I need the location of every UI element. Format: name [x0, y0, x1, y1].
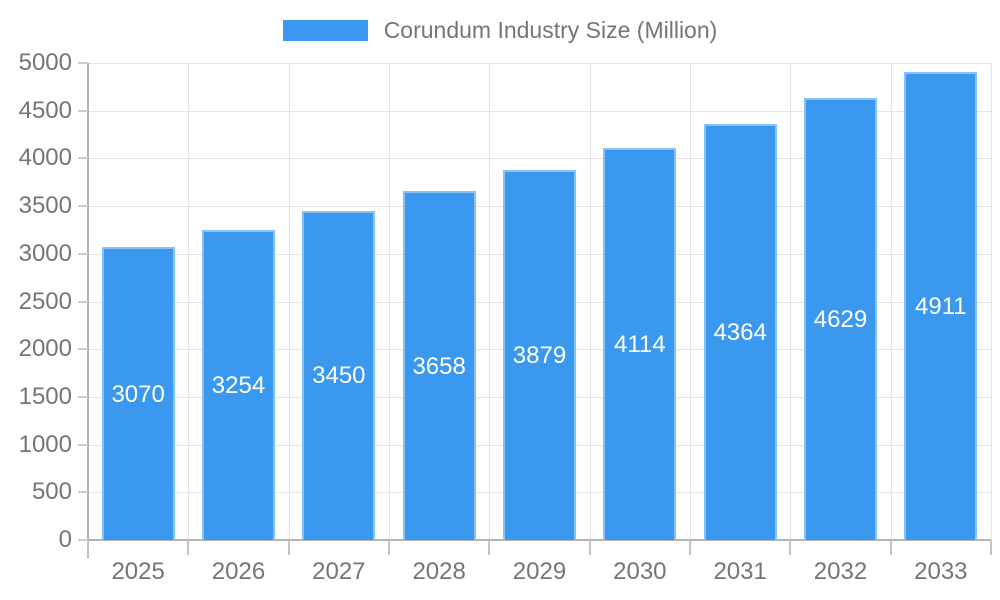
y-axis-tick-label: 3000	[18, 239, 72, 267]
y-axis-tick-label: 2500	[18, 287, 72, 315]
gridline-horizontal	[88, 63, 991, 64]
bar-value-label: 4911	[915, 292, 967, 320]
bar-value-label: 3879	[512, 341, 567, 369]
bar[interactable]: 4114	[603, 147, 677, 540]
x-axis-category-label: 2029	[512, 558, 567, 585]
y-axis-tick	[78, 109, 88, 112]
y-axis-tick-label: 1500	[18, 382, 72, 410]
bar[interactable]: 3070	[101, 247, 175, 540]
x-axis-line	[88, 539, 991, 541]
gridline-vertical	[991, 63, 992, 540]
y-axis-tick	[78, 205, 88, 208]
gridline-vertical	[188, 63, 190, 540]
bar-value-label: 4114	[614, 330, 666, 358]
bar[interactable]: 4911	[904, 71, 978, 540]
bar-value-label: 4364	[713, 318, 767, 346]
y-axis-tick	[78, 252, 88, 255]
gridline-vertical	[589, 63, 591, 540]
y-axis-tick-label: 2000	[18, 335, 72, 363]
legend-swatch	[282, 19, 368, 41]
y-axis-tick	[78, 491, 88, 494]
x-axis-tick	[287, 540, 290, 555]
y-axis-tick	[78, 348, 88, 351]
x-axis-tick	[789, 540, 792, 555]
y-axis-tick-label: 500	[31, 478, 72, 506]
y-axis-tick-label: 4500	[18, 96, 72, 124]
y-axis-line	[87, 63, 89, 558]
x-axis-category-label: 2025	[111, 558, 165, 585]
x-axis-category-label: 2031	[713, 558, 767, 585]
x-axis-category-label: 2032	[813, 558, 868, 585]
y-axis-tick-label: 3500	[18, 192, 72, 220]
y-axis-tick-label: 5000	[18, 49, 72, 76]
x-axis-category-label: 2033	[914, 558, 968, 585]
x-axis-tick	[990, 540, 992, 555]
y-axis-tick-label: 1000	[18, 430, 72, 458]
y-axis-tick-label: 4000	[18, 144, 72, 172]
x-axis-tick	[689, 540, 691, 555]
legend-item[interactable]: Corundum Industry Size (Million)	[282, 17, 718, 43]
x-axis-category-label: 2027	[312, 558, 366, 585]
y-axis-tick-label: 0	[58, 526, 72, 553]
gridline-vertical	[389, 63, 390, 540]
y-axis-tick	[78, 395, 88, 398]
bar[interactable]: 4629	[804, 98, 877, 540]
bar[interactable]: 3658	[402, 191, 476, 540]
gridline-horizontal	[88, 158, 991, 160]
legend-label: Corundum Industry Size (Million)	[383, 17, 718, 43]
y-axis-tick	[78, 157, 88, 160]
plot-area: 3070 3254 3450 3658 3879 4114 4364 4629 4911	[87, 63, 992, 558]
bar-value-label: 3450	[312, 362, 366, 390]
gridline-vertical	[890, 63, 892, 540]
bar-value-label: 3658	[412, 352, 466, 380]
bar[interactable]: 3450	[302, 210, 376, 540]
gridline-horizontal	[88, 110, 991, 112]
x-axis-category-label: 2026	[211, 558, 266, 585]
y-axis-tick	[78, 300, 88, 303]
x-axis-category-label: 2030	[613, 558, 667, 585]
x-axis-tick	[388, 540, 390, 555]
legend: Corundum Industry Size (Million)	[0, 17, 1000, 43]
bar[interactable]: 4364	[703, 123, 777, 540]
bar[interactable]: 3254	[202, 229, 275, 540]
bar-value-label: 4629	[813, 306, 868, 334]
y-axis-tick	[78, 62, 88, 64]
x-axis-tick	[588, 540, 591, 555]
bar[interactable]: 3879	[503, 169, 576, 540]
x-axis-category-label: 2028	[412, 558, 466, 585]
x-axis-tick	[889, 540, 892, 555]
y-axis-tick	[78, 539, 88, 541]
gridline-vertical	[288, 63, 290, 540]
gridline-vertical	[690, 63, 691, 540]
x-axis-tick	[488, 540, 491, 555]
x-axis-tick	[187, 540, 190, 555]
bar-value-label: 3254	[211, 371, 266, 399]
bar-value-label: 3070	[111, 380, 165, 408]
gridline-vertical	[489, 63, 491, 540]
x-axis-tick	[87, 540, 89, 555]
gridline-vertical	[790, 63, 792, 540]
y-axis-tick	[78, 443, 88, 446]
